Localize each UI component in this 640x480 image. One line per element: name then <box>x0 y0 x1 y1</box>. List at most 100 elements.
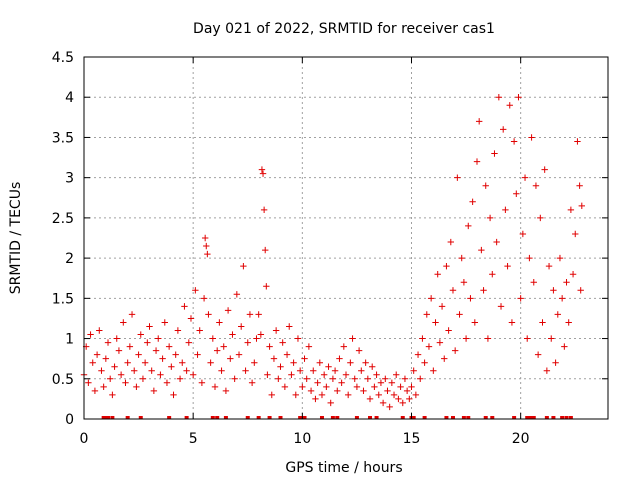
data-point <box>548 335 555 342</box>
data-point <box>576 182 583 189</box>
data-point <box>355 347 363 354</box>
data-point <box>235 351 243 358</box>
data-point <box>445 327 452 334</box>
data-point <box>537 214 544 222</box>
data-point <box>205 311 212 318</box>
data-point <box>436 339 444 346</box>
data-point <box>288 371 295 378</box>
data-point <box>526 254 533 262</box>
data-point <box>384 387 391 395</box>
data-point <box>558 295 566 302</box>
data-point <box>373 371 380 378</box>
data-point <box>113 335 120 342</box>
data-point <box>141 359 149 366</box>
grid <box>84 57 608 419</box>
data-point <box>115 347 123 354</box>
data-point <box>277 363 284 370</box>
data-point <box>133 383 140 391</box>
data-point <box>305 343 313 350</box>
data-point <box>231 375 238 382</box>
data-point <box>388 379 396 386</box>
data-point <box>179 359 186 366</box>
data-point <box>159 355 166 362</box>
data-point <box>264 371 271 378</box>
data-point <box>577 287 584 294</box>
data-point <box>377 379 385 386</box>
data-point <box>578 202 585 210</box>
data-point <box>349 335 356 342</box>
data-point <box>194 351 201 358</box>
data-point <box>534 351 542 358</box>
data-point <box>124 359 131 366</box>
data-point <box>203 242 210 250</box>
data-point <box>500 126 507 133</box>
data-point <box>438 303 446 310</box>
data-point <box>550 287 557 294</box>
data-point <box>107 375 114 382</box>
data-point <box>478 246 485 254</box>
data-point <box>393 371 400 378</box>
data-point <box>303 375 310 382</box>
data-point <box>218 367 225 374</box>
data-point <box>556 254 564 262</box>
data-point <box>502 206 509 214</box>
data-point <box>369 363 376 370</box>
data-point <box>109 391 116 399</box>
data-point <box>462 335 470 342</box>
data-point <box>475 118 483 125</box>
data-point <box>480 287 487 294</box>
data-point <box>85 379 92 386</box>
data-point <box>329 375 337 382</box>
data-point <box>471 319 479 326</box>
data-point <box>216 319 223 326</box>
data-point <box>375 391 382 399</box>
data-point <box>93 351 101 358</box>
data-point <box>469 198 476 205</box>
data-point <box>412 391 420 399</box>
y-tick-label: 2.5 <box>52 211 74 227</box>
data-point <box>139 375 147 382</box>
data-point <box>161 319 168 326</box>
data-point <box>157 371 164 378</box>
data-point <box>342 371 350 378</box>
x-axis-label: GPS time / hours <box>285 460 402 476</box>
data-point <box>257 331 265 338</box>
y-tick-label: 2 <box>65 251 74 267</box>
data-point <box>427 295 435 302</box>
data-point <box>504 262 511 270</box>
data-point <box>447 238 454 246</box>
data-point <box>198 379 206 386</box>
y-tick-label: 0.5 <box>52 372 74 388</box>
data-point <box>290 359 297 366</box>
data-point <box>170 391 177 399</box>
data-point <box>312 395 319 403</box>
data-point <box>432 319 439 326</box>
data-point <box>320 371 328 378</box>
data-point <box>272 327 280 334</box>
data-point <box>189 371 197 378</box>
data-point <box>270 355 278 362</box>
x-tick-label: 10 <box>293 431 311 447</box>
data-point <box>417 375 424 382</box>
data-point <box>543 367 551 374</box>
data-point <box>517 295 524 302</box>
data-point <box>334 387 341 395</box>
y-tick-label: 1.5 <box>52 291 74 307</box>
data-point <box>286 323 293 330</box>
data-point <box>572 230 579 238</box>
data-point <box>96 327 103 334</box>
data-point <box>187 315 195 322</box>
data-point <box>204 250 211 258</box>
data-point <box>414 351 422 358</box>
data-point <box>168 363 175 370</box>
data-point <box>456 311 463 318</box>
data-point <box>255 311 262 318</box>
data-point <box>486 214 494 222</box>
data-point <box>172 351 179 358</box>
data-point <box>146 323 153 330</box>
data-point <box>152 347 160 354</box>
data-point <box>292 391 299 399</box>
data-point <box>539 319 546 326</box>
data-point <box>233 291 241 298</box>
data-point <box>430 367 437 374</box>
